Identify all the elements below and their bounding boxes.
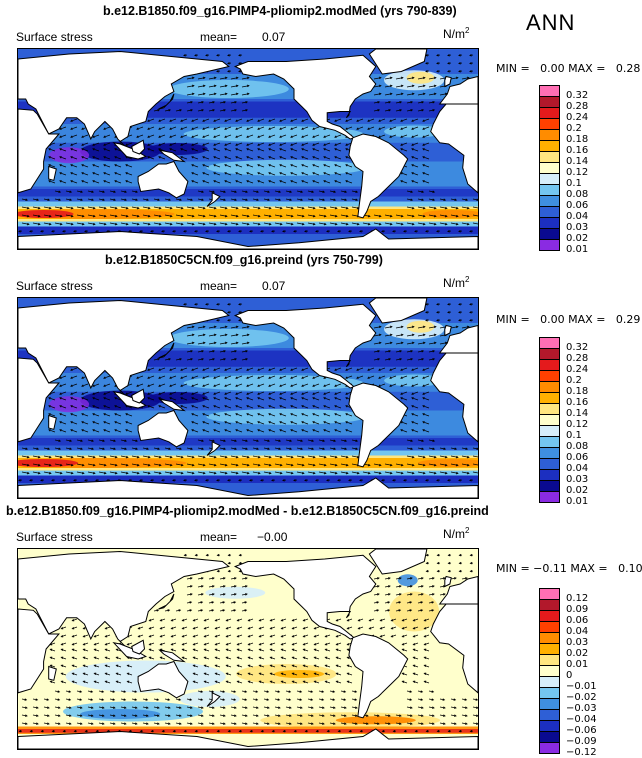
colorbar-label: −0.06	[566, 725, 597, 736]
panel-1-mean-label: mean=	[200, 30, 238, 44]
panel-2-map	[17, 297, 479, 499]
colorbar-label: 0.08	[566, 189, 589, 200]
panel-2-map-svg	[18, 298, 478, 498]
colorbar-swatch	[539, 491, 560, 503]
panel-1-minmax: MIN = 0.00 MAX = 0.28	[496, 62, 641, 75]
colorbar-label: 0.03	[566, 222, 589, 233]
colorbar-swatch	[539, 239, 560, 251]
colorbar-label: 0.06	[566, 615, 589, 626]
colorbar-label: 0.04	[566, 626, 589, 637]
colorbar-label: 0.24	[566, 112, 589, 123]
panel-2-mean-value: 0.07	[262, 279, 286, 293]
panel-3-variable: Surface stress	[16, 530, 93, 544]
panel-3-map-svg	[18, 549, 478, 749]
panel-3-map	[17, 548, 479, 750]
season-label: ANN	[526, 10, 576, 35]
colorbar-label: 0.08	[566, 441, 589, 452]
colorbar-label: 0.01	[566, 244, 589, 255]
colorbar-label: 0.18	[566, 386, 589, 397]
panel-1-unit: N/m2	[443, 26, 470, 41]
panel-1-map	[17, 48, 479, 250]
colorbar-label: 0.01	[566, 496, 589, 507]
colorbar-label: −0.02	[566, 692, 597, 703]
colorbar-label: 0.06	[566, 452, 589, 463]
colorbar-label: −0.12	[566, 747, 597, 758]
colorbar-label: 0.01	[566, 659, 589, 670]
colorbar-label: 0.02	[566, 485, 589, 496]
colorbar-label: −0.03	[566, 703, 597, 714]
panel-2-mean-label: mean=	[200, 279, 238, 293]
colorbar-label: 0.28	[566, 353, 589, 364]
colorbar-label: 0.16	[566, 145, 589, 156]
colorbar-label: −0.01	[566, 681, 597, 692]
colorbar-label: 0.32	[566, 342, 589, 353]
colorbar-label: 0.14	[566, 408, 589, 419]
colorbar-swatch	[539, 742, 560, 754]
panel-2-variable: Surface stress	[16, 279, 93, 293]
colorbar-label: 0.12	[566, 593, 589, 604]
colorbar-label: 0.12	[566, 167, 589, 178]
colorbar-label: 0.1	[566, 430, 582, 441]
panel-3-unit: N/m2	[443, 526, 470, 541]
colorbar-label: −0.04	[566, 714, 597, 725]
colorbar-label: 0.28	[566, 101, 589, 112]
colorbar-label: 0.02	[566, 233, 589, 244]
colorbar-label: 0.24	[566, 364, 589, 375]
colorbar-label: 0.1	[566, 178, 582, 189]
colorbar-label: 0.09	[566, 604, 589, 615]
panel-1-variable: Surface stress	[16, 30, 93, 44]
colorbar-label: 0.32	[566, 90, 589, 101]
panel-2-minmax: MIN = 0.00 MAX = 0.29	[496, 313, 641, 326]
colorbar-label: 0.04	[566, 463, 589, 474]
panel-3-mean-value: −0.00	[257, 530, 288, 544]
panel-2-unit: N/m2	[443, 275, 470, 290]
colorbar-label: 0.2	[566, 123, 582, 134]
colorbar-label: 0.12	[566, 419, 589, 430]
panel-1-title: b.e12.B1850.f09_g16.PIMP4-pliomip2.modMe…	[103, 4, 457, 18]
colorbar-label: 0.03	[566, 637, 589, 648]
colorbar-label: 0.03	[566, 474, 589, 485]
colorbar-label: 0.18	[566, 134, 589, 145]
colorbar-label: 0.02	[566, 648, 589, 659]
panel-3-minmax: MIN = −0.11 MAX = 0.10	[496, 562, 642, 575]
colorbar-label: −0.09	[566, 736, 597, 747]
panel-1-mean-value: 0.07	[262, 30, 286, 44]
panel-3-mean-label: mean=	[200, 530, 238, 544]
colorbar-label: 0.16	[566, 397, 589, 408]
colorbar-label: 0.06	[566, 200, 589, 211]
colorbar-label: 0.14	[566, 156, 589, 167]
colorbar-label: 0	[566, 670, 573, 681]
panel-1-map-svg	[18, 49, 478, 249]
panel-3-title: b.e12.B1850.f09_g16.PIMP4-pliomip2.modMe…	[6, 504, 489, 518]
colorbar-label: 0.2	[566, 375, 582, 386]
panel-2-title: b.e12.B1850C5CN.f09_g16.preind (yrs 750-…	[105, 253, 383, 267]
colorbar-label: 0.04	[566, 211, 589, 222]
